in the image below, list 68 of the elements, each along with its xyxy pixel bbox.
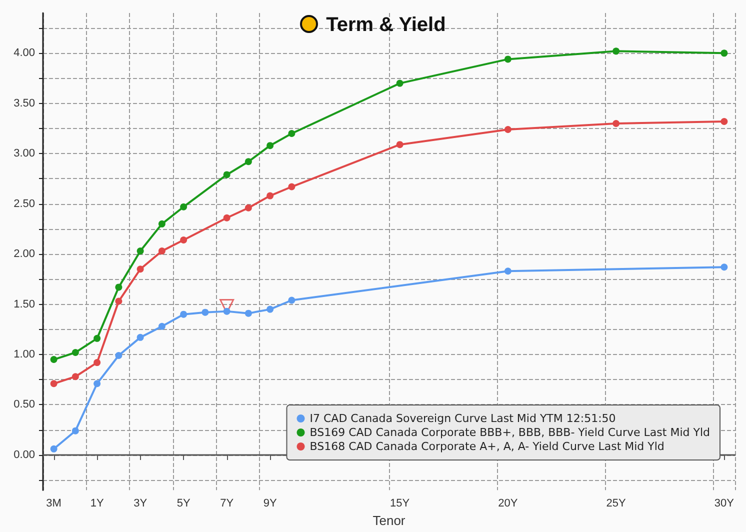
point (94, 380, 101, 388)
point (115, 298, 122, 305)
y-tick-label: 0.50 (14, 398, 35, 411)
x-tick-label: 1Y (90, 498, 104, 510)
point (136, 266, 144, 273)
point (720, 118, 728, 125)
y-tick-label: 2.00 (14, 248, 35, 260)
point (180, 203, 188, 210)
legend-label: BS169 CAD Canada Corporate BBB+, BBB, BBB- Yield Curve Last Mid Yld (310, 426, 710, 439)
y-tick-label: 3.00 (14, 148, 35, 160)
point (72, 373, 79, 380)
point (266, 192, 274, 200)
x-tick-label: 3Y (134, 498, 148, 510)
point (136, 334, 144, 341)
x-tick-label: 15Y (390, 498, 410, 510)
chart-title: Term & Yield (325, 14, 447, 37)
point (244, 204, 252, 212)
point (50, 380, 58, 388)
x-tick-label: 20Y (498, 498, 518, 510)
legend-label: BS168 CAD Canada Corporate A+, A, A- Yield Curve Last Mid Yld (310, 440, 664, 453)
point (158, 220, 166, 228)
x-tick-label: 25Y (606, 498, 627, 510)
point (223, 171, 230, 178)
point (158, 248, 166, 255)
y-tick-label: 2.50 (14, 198, 35, 210)
point (396, 80, 404, 87)
point (720, 50, 728, 57)
point (244, 310, 252, 317)
point (202, 308, 209, 316)
point (72, 427, 79, 434)
point (180, 310, 188, 318)
point (504, 56, 512, 63)
point (223, 308, 230, 315)
point (72, 348, 79, 356)
y-tick-label: 1.00 (14, 348, 35, 361)
point (223, 214, 230, 222)
point (288, 130, 296, 138)
point (504, 268, 512, 275)
x-tick-label: 30Y (714, 498, 735, 510)
point (50, 445, 58, 452)
point (288, 296, 296, 304)
x-tick-label: 3M (46, 498, 62, 510)
point (94, 359, 101, 366)
point (266, 306, 274, 313)
point (720, 264, 728, 271)
y-tick-label: 0.00 (14, 448, 35, 461)
x-axis-title: Tenor (372, 513, 406, 528)
point (158, 322, 166, 330)
point (136, 248, 144, 255)
point (288, 183, 296, 190)
point (612, 120, 620, 127)
point (115, 352, 122, 360)
point (266, 142, 274, 150)
legend-label: I7 CAD Canada Sovereign Curve Last Mid YTM 12:51:50 (310, 412, 616, 425)
point (115, 284, 122, 291)
point (94, 334, 101, 342)
point (396, 141, 404, 148)
y-tick-label: 1.50 (14, 298, 35, 310)
point (504, 126, 512, 134)
y-tick-label: 3.50 (14, 97, 35, 110)
point (180, 236, 188, 244)
y-tick-label: 4.00 (14, 47, 35, 60)
x-tick-label: 5Y (176, 498, 191, 510)
point (50, 356, 58, 364)
x-tick-label: 9Y (263, 498, 278, 510)
x-tick-label: 7Y (220, 498, 234, 510)
point (244, 158, 252, 166)
point (612, 48, 620, 55)
